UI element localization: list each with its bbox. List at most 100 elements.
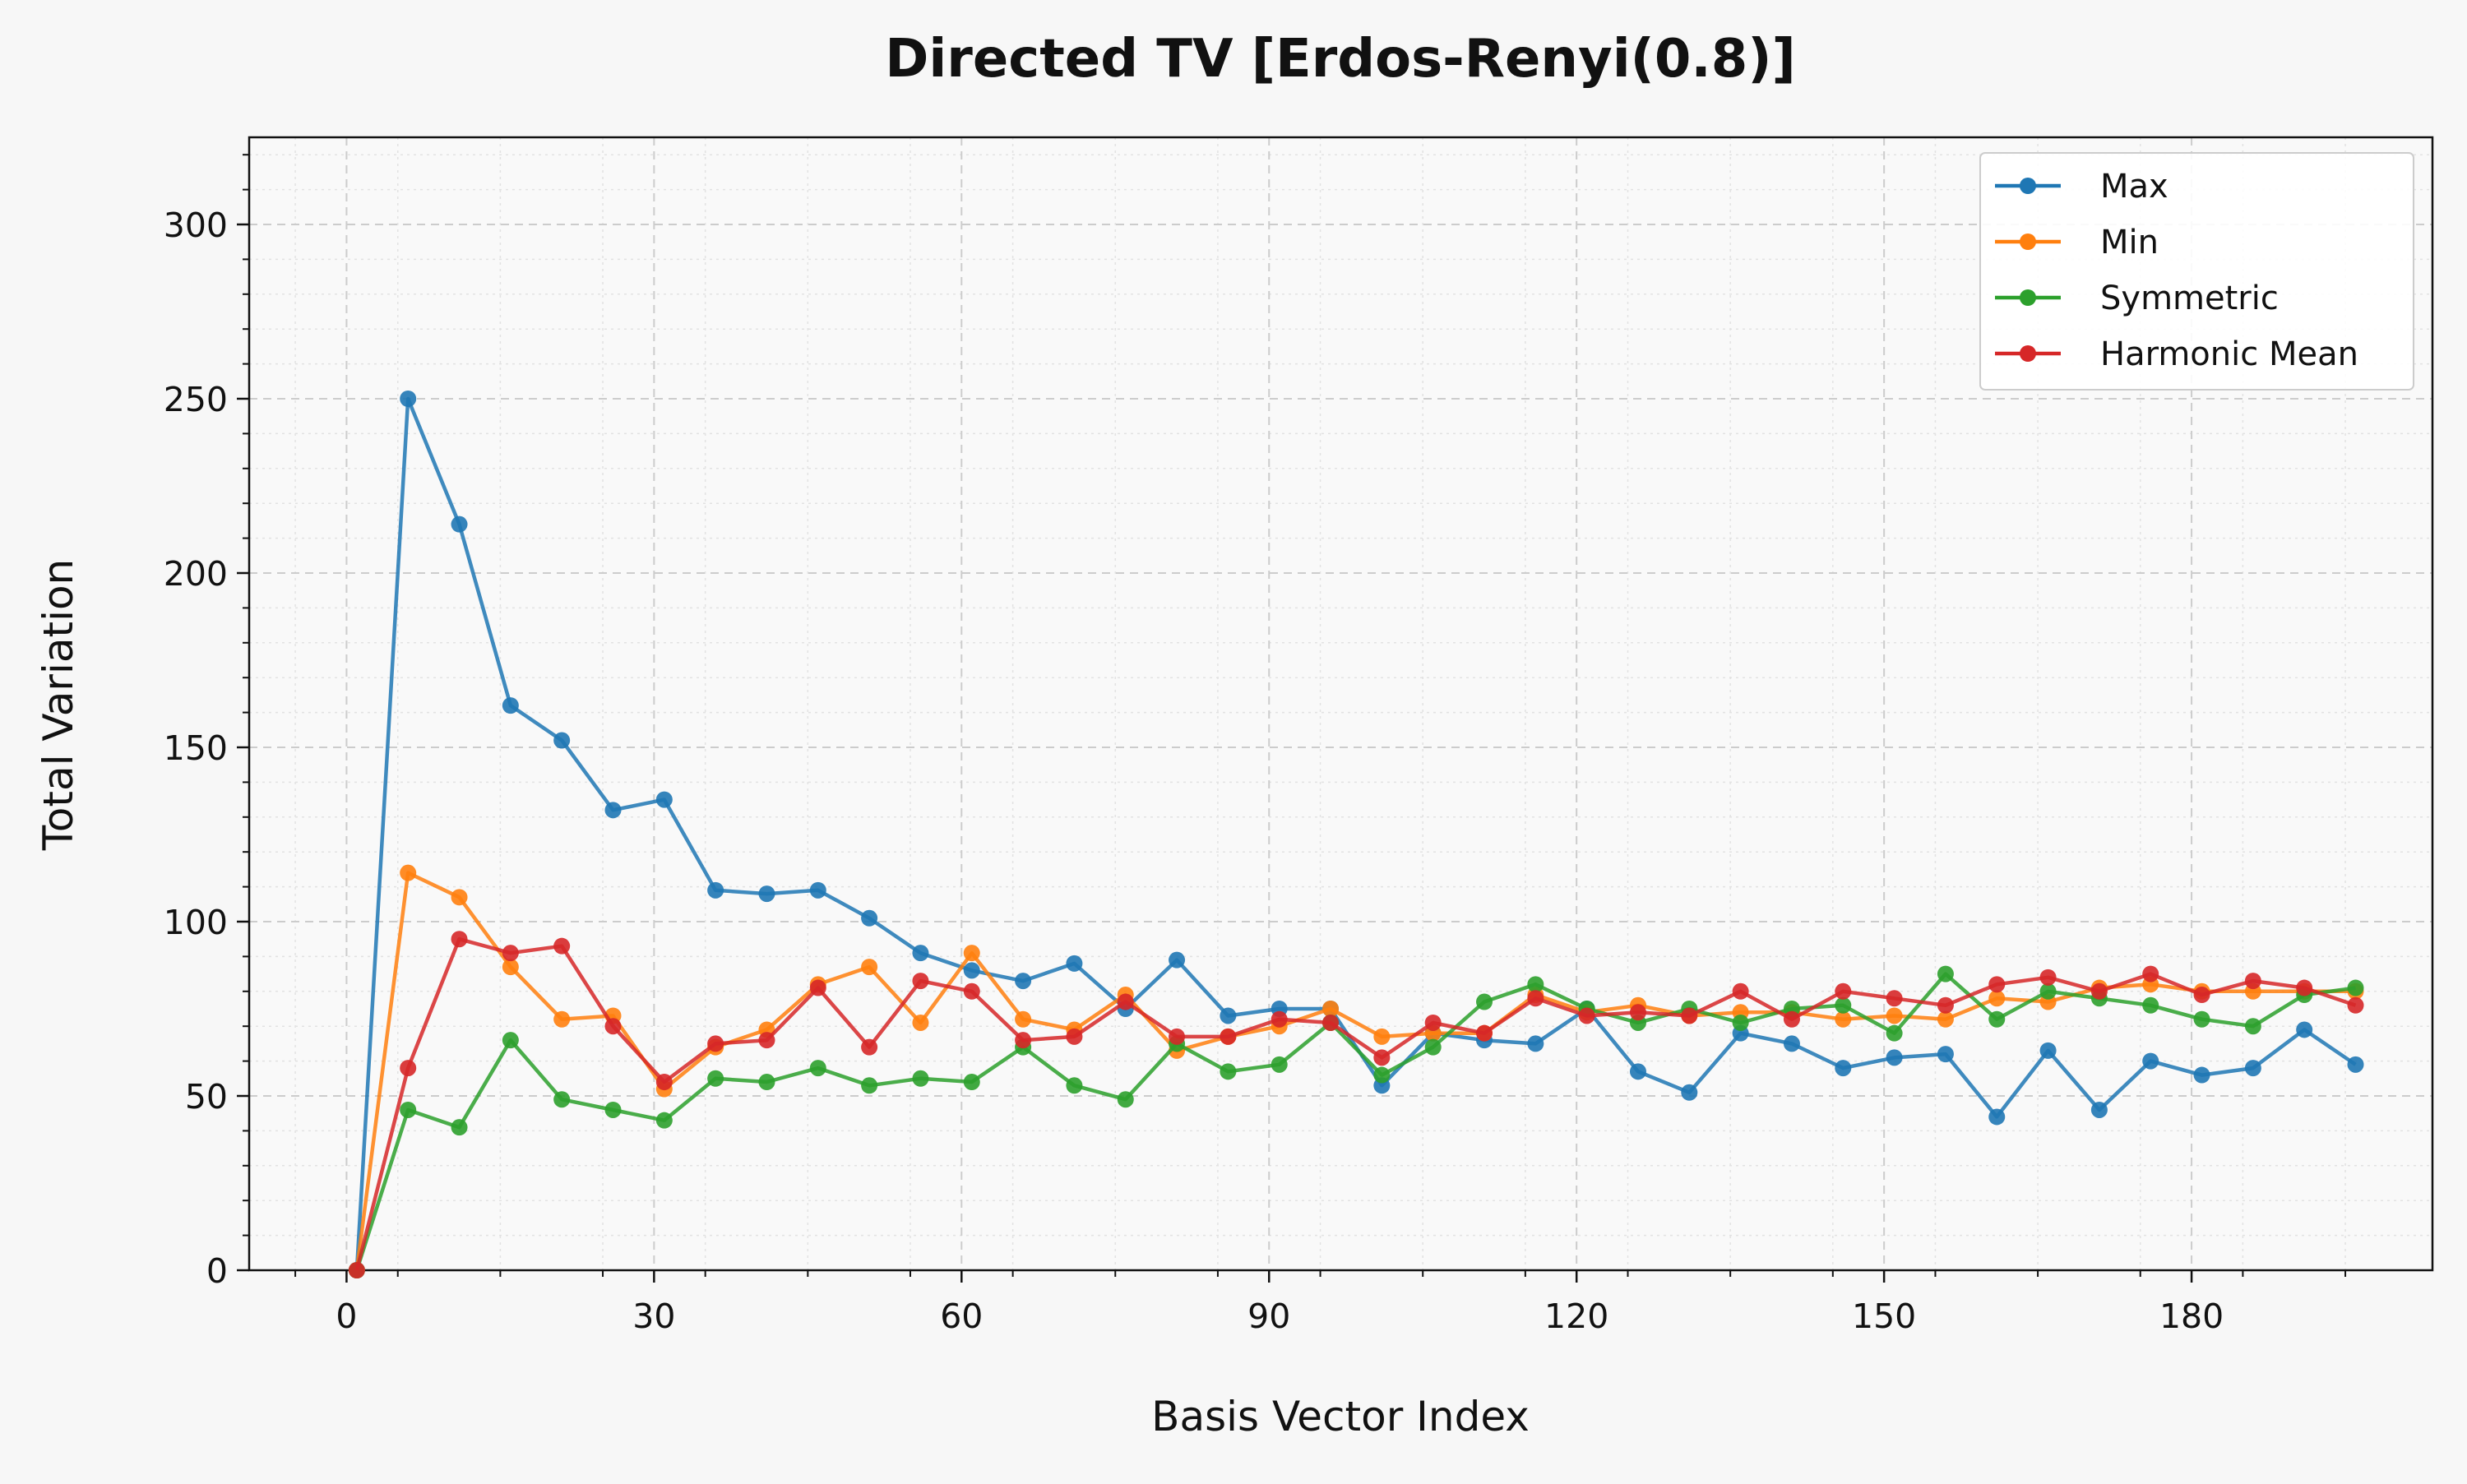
data-point-min	[1988, 990, 2006, 1007]
data-point-harmonic-mean	[2244, 973, 2261, 990]
data-point-harmonic-mean	[2347, 996, 2364, 1014]
legend-label-symmetric: Symmetric	[2100, 280, 2279, 317]
data-point-symmetric	[1373, 1066, 1391, 1084]
data-point-min	[1937, 1010, 1954, 1028]
data-point-harmonic-mean	[1271, 1010, 1288, 1028]
data-point-max	[2296, 1021, 2313, 1038]
data-point-max	[2039, 1042, 2057, 1059]
data-point-harmonic-mean	[655, 1074, 673, 1091]
data-point-max	[758, 885, 775, 903]
legend-label-min: Min	[2100, 224, 2159, 261]
data-point-max	[963, 962, 980, 979]
y-tick-label: 0	[206, 1251, 228, 1291]
data-point-max	[1988, 1108, 2006, 1126]
data-point-min	[400, 864, 417, 881]
y-tick-label: 50	[185, 1077, 228, 1116]
data-point-min	[1886, 1007, 1903, 1024]
data-point-max	[1527, 1035, 1544, 1052]
data-point-max	[861, 909, 878, 927]
data-point-harmonic-mean	[1117, 993, 1134, 1010]
data-point-max	[1681, 1084, 1698, 1101]
x-tick-label: 30	[632, 1297, 675, 1336]
legend-marker-max	[2020, 178, 2036, 194]
data-point-harmonic-mean	[1527, 990, 1544, 1007]
data-point-min	[912, 1014, 929, 1031]
data-point-min	[502, 959, 519, 976]
data-point-harmonic-mean	[1835, 982, 1852, 1000]
data-point-harmonic-mean	[809, 979, 826, 996]
data-point-symmetric	[1476, 993, 1493, 1010]
data-point-max	[1629, 1063, 1646, 1080]
data-point-harmonic-mean	[1578, 1007, 1595, 1024]
data-point-harmonic-mean	[1937, 996, 1954, 1014]
data-point-max	[1066, 955, 1083, 972]
data-point-symmetric	[655, 1112, 673, 1129]
data-point-symmetric	[2244, 1018, 2261, 1035]
x-tick-label: 150	[1852, 1297, 1916, 1336]
data-point-symmetric	[1117, 1091, 1134, 1108]
data-point-symmetric	[912, 1070, 929, 1087]
data-point-max	[451, 515, 468, 533]
data-point-symmetric	[963, 1074, 980, 1091]
legend	[1979, 152, 2414, 391]
data-point-harmonic-mean	[451, 931, 468, 948]
data-point-symmetric	[1732, 1014, 1749, 1031]
data-point-min	[861, 959, 878, 976]
data-point-harmonic-mean	[1220, 1028, 1237, 1045]
data-point-symmetric	[1066, 1077, 1083, 1094]
legend-marker-symmetric	[2020, 289, 2036, 306]
data-point-max	[2193, 1066, 2210, 1084]
data-point-symmetric	[861, 1077, 878, 1094]
data-point-max	[553, 732, 571, 749]
data-point-harmonic-mean	[2142, 965, 2159, 982]
data-point-max	[1886, 1049, 1903, 1066]
data-point-max	[1835, 1060, 1852, 1077]
data-point-symmetric	[2039, 982, 2057, 1000]
y-axis-label: Total Variation	[35, 559, 82, 852]
data-point-max	[2142, 1052, 2159, 1070]
x-tick-label: 180	[2159, 1297, 2224, 1336]
data-point-harmonic-mean	[1732, 982, 1749, 1000]
data-point-symmetric	[2347, 979, 2364, 996]
data-point-max	[912, 945, 929, 962]
data-point-symmetric	[1527, 976, 1544, 993]
data-point-harmonic-mean	[2193, 987, 2210, 1004]
data-point-symmetric	[758, 1074, 775, 1091]
chart-title: Directed TV [Erdos-Renyi(0.8)]	[885, 29, 1796, 90]
data-point-harmonic-mean	[1424, 1014, 1442, 1031]
data-point-symmetric	[2193, 1010, 2210, 1028]
data-point-min	[553, 1010, 571, 1028]
x-tick-label: 60	[940, 1297, 983, 1336]
data-point-harmonic-mean	[2296, 979, 2313, 996]
data-point-harmonic-mean	[2090, 982, 2108, 1000]
data-point-symmetric	[1835, 996, 1852, 1014]
data-point-symmetric	[502, 1032, 519, 1049]
data-point-min	[451, 889, 468, 906]
data-point-max	[809, 881, 826, 899]
x-tick-label: 120	[1544, 1297, 1608, 1336]
data-point-min	[963, 945, 980, 962]
data-point-symmetric	[451, 1119, 468, 1136]
data-point-harmonic-mean	[502, 945, 519, 962]
data-point-harmonic-mean	[1681, 1007, 1698, 1024]
data-point-symmetric	[604, 1101, 622, 1118]
y-tick-label: 100	[164, 903, 228, 942]
data-point-max	[1220, 1007, 1237, 1024]
data-point-harmonic-mean	[1629, 1004, 1646, 1021]
data-point-symmetric	[1220, 1063, 1237, 1080]
data-point-min	[1322, 1001, 1340, 1017]
data-point-harmonic-mean	[1476, 1024, 1493, 1042]
data-point-max	[1169, 951, 1186, 969]
data-point-symmetric	[809, 1060, 826, 1077]
data-point-symmetric	[553, 1091, 571, 1108]
data-point-harmonic-mean	[963, 982, 980, 1000]
data-point-max	[502, 697, 519, 714]
data-point-harmonic-mean	[400, 1060, 417, 1077]
legend-label-harmonic-mean: Harmonic Mean	[2100, 335, 2358, 373]
data-point-harmonic-mean	[912, 973, 929, 990]
series-line-harmonic-mean	[354, 936, 2357, 1271]
data-point-max	[2244, 1060, 2261, 1077]
legend-marker-harmonic-mean	[2020, 345, 2036, 362]
data-point-harmonic-mean	[1169, 1028, 1186, 1045]
data-point-harmonic-mean	[1783, 1010, 1800, 1028]
